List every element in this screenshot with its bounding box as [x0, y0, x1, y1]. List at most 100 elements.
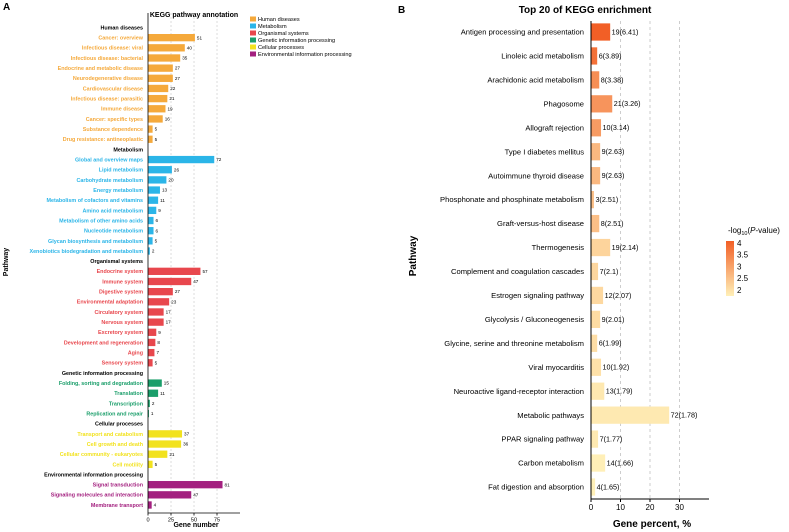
category-label: Infectious disease: viral [82, 46, 144, 52]
legend-swatch [250, 44, 256, 50]
category-label: Fat digestion and absorption [488, 483, 584, 492]
category-label: Amino acid metabolism [82, 208, 143, 214]
value-label: 22 [170, 86, 176, 91]
value-label: 19 [167, 106, 173, 111]
bar [148, 44, 185, 52]
value-label: 11 [160, 198, 165, 203]
value-label: 9(2.63) [602, 147, 625, 156]
value-label: 72 [216, 157, 222, 162]
panel-b-chart: Top 20 of KEGG enrichment Antigen process… [408, 5, 780, 530]
category-label: Translation [114, 391, 143, 397]
bar [591, 167, 601, 185]
category-label: Membrane transport [91, 503, 143, 509]
colorbar-title-part: -log [728, 226, 741, 235]
value-label: 11 [160, 391, 165, 396]
value-label: 6 [156, 218, 159, 223]
category-label: Cancer: specific types [86, 117, 143, 123]
value-label: 5 [155, 127, 158, 132]
value-label: 47 [193, 492, 199, 497]
category-label: Cancer: overview [98, 36, 143, 42]
category-label: Phagosome [543, 99, 584, 108]
bar [148, 430, 183, 438]
value-label: 2 [152, 401, 155, 406]
legend-swatch [250, 51, 256, 57]
category-label: Glycine, serine and threonine metabolism [444, 339, 584, 348]
legend-label: Genetic information processing [258, 38, 335, 44]
bar [591, 454, 606, 472]
value-label: 7(2.1) [600, 267, 619, 276]
bar [148, 440, 182, 448]
value-label: 13 [162, 188, 168, 193]
category-label: Linoleic acid metabolism [501, 52, 584, 61]
category-label: Metabolism of cofactors and vitamins [47, 198, 143, 204]
x-tick-label: 25 [168, 518, 174, 524]
value-label: 9(2.01) [602, 315, 625, 324]
value-label: 14(1.66) [607, 458, 634, 467]
category-label: Viral myocarditis [528, 363, 584, 372]
value-label: 37 [184, 431, 190, 436]
category-label: Autoimmune thyroid disease [488, 171, 584, 180]
x-tick-label: 30 [675, 503, 684, 512]
category-label: Carbon metabolism [518, 459, 584, 468]
category-label: Phosphonate and phosphinate metabolism [440, 195, 584, 204]
bar [591, 286, 604, 305]
colorbar-tick-label: 4 [737, 239, 742, 248]
value-label: 81 [225, 482, 231, 487]
bar [148, 328, 157, 336]
category-label: Immune system [102, 279, 143, 285]
category-label: Endocrine system [97, 269, 144, 275]
chart-title: KEGG pathway annotation [150, 12, 238, 19]
category-label: Lipid metabolism [99, 168, 144, 174]
legend-swatch [250, 37, 256, 43]
value-label: 21(3.26) [614, 99, 641, 108]
category-label: Cardiovascular disease [83, 86, 143, 92]
value-label: 27 [175, 289, 181, 294]
bar [148, 308, 164, 316]
value-label: 27 [175, 66, 181, 71]
legend-label: Cellular processes [258, 45, 304, 51]
value-label: 19(6.41) [612, 27, 639, 36]
value-label: 16 [165, 117, 171, 122]
category-label: Glycolysis / Gluconeogenesis [485, 315, 584, 324]
bar [148, 379, 162, 387]
category-label: Cell motility [112, 462, 143, 468]
value-label: 23 [171, 299, 177, 304]
bar [591, 382, 605, 400]
value-label: 9(2.63) [602, 171, 625, 180]
value-label: 21 [169, 452, 175, 457]
bar [148, 54, 181, 62]
category-label: Thermogenesis [532, 243, 585, 252]
value-label: 5 [155, 462, 158, 467]
bar [148, 389, 159, 397]
y-axis-title: Pathway [3, 248, 10, 277]
legend-swatch [250, 23, 256, 29]
category-label: Cellular community - eukaryotes [60, 452, 143, 458]
chart-title: Top 20 of KEGG enrichment [519, 5, 652, 16]
value-label: 57 [202, 269, 208, 274]
group-header: Genetic information processing [62, 371, 143, 377]
bar [591, 143, 601, 161]
value-label: 12(2.07) [605, 291, 632, 300]
bar [591, 478, 596, 496]
category-label: Circulatory system [94, 310, 143, 316]
bar [591, 334, 598, 352]
category-label: Digestive system [99, 290, 143, 296]
legend-label: Organismal systems [258, 31, 309, 37]
bar [148, 94, 168, 103]
value-label: 13(1.79) [606, 387, 633, 396]
value-label: 6 [156, 228, 159, 233]
x-tick-label: 50 [191, 518, 197, 524]
value-label: 21 [169, 96, 175, 101]
bar [591, 23, 611, 41]
legend-label: Human diseases [258, 17, 300, 23]
bar [148, 206, 157, 215]
bar [148, 155, 215, 164]
bar [591, 358, 602, 376]
bar [591, 71, 600, 89]
bar [148, 460, 153, 469]
colorbar-tick-label: 2.5 [737, 274, 749, 283]
bar [148, 298, 170, 306]
category-label: Sensory system [102, 361, 144, 367]
bar [591, 430, 599, 448]
